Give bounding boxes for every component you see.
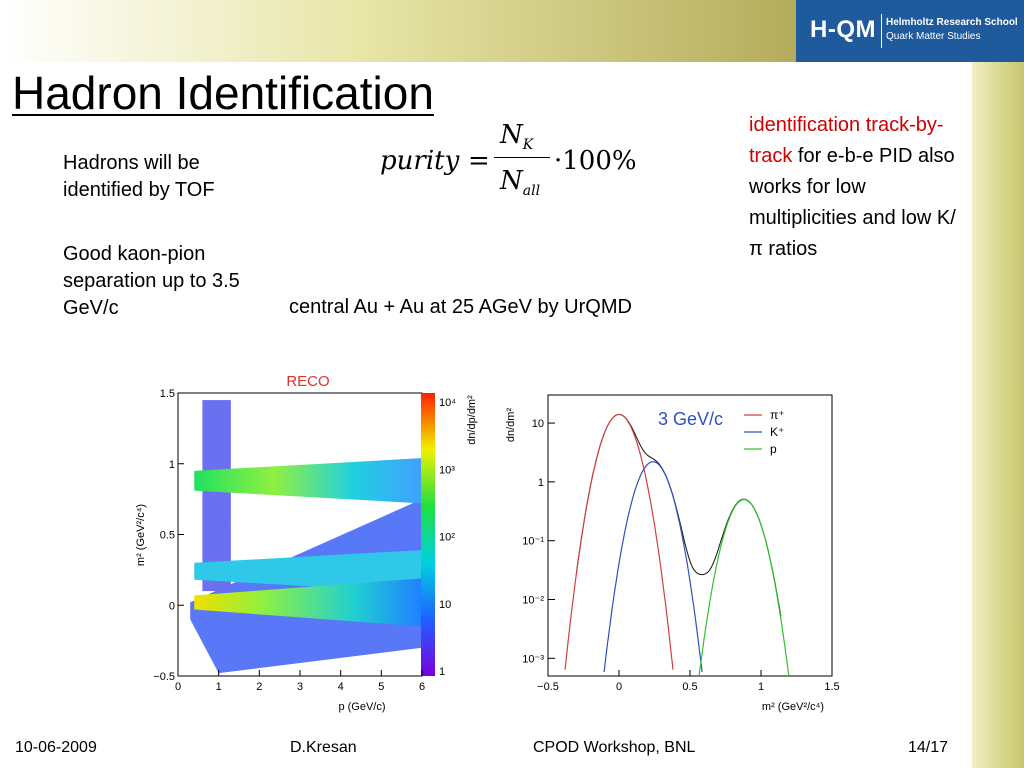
slide-title: Hadron Identification (12, 67, 434, 119)
right-paragraph: identification track-by-track for e-b-e … (749, 110, 964, 265)
fit-proton (698, 498, 790, 676)
legend-label: π⁺ (770, 408, 785, 422)
heatmap-xtick-label: 6 (419, 681, 425, 693)
fit-kaon (603, 461, 703, 673)
logo-line1: Helmholtz Research School (886, 17, 1018, 28)
heatmap-ylabel: m² (GeV²/c⁴) (135, 504, 147, 566)
colorbar-tick-label: 10⁴ (439, 397, 456, 409)
spectrum-ytick-label: 1 (538, 477, 544, 489)
num-sub: K (522, 137, 534, 154)
fit-pion (564, 413, 674, 670)
low-p-smear (202, 400, 231, 592)
footer-event: CPOD Workshop, BNL (533, 739, 696, 756)
heatmap-ytick-label: 1 (169, 459, 175, 471)
hqm-logo: H-QM Helmholtz Research School Quark Mat… (796, 0, 1024, 62)
right-rest: for e-b-e PID also works for low multipl… (749, 145, 956, 260)
heatmap-ytick-label: −0.5 (153, 671, 175, 683)
footer-author: D.Kresan (290, 739, 357, 756)
colorbar-tick-label: 10 (439, 599, 451, 611)
spectrum-xlabel: m² (GeV²/c⁴) (762, 701, 824, 713)
heatmap-body (190, 400, 422, 674)
spectrum-xtick-label: −0.5 (537, 681, 559, 693)
plot-subtitle: central Au + Au at 25 AGeV by UrQMD (289, 296, 632, 318)
spectrum-xtick-label: 0 (616, 681, 622, 693)
spectrum-axes: −0.5 0 0.5 1 1.5 10⁻³ 10⁻² 10⁻¹ 1 10 (522, 418, 839, 693)
heatmap-xtick-label: 3 (297, 681, 303, 693)
formula-numerator: NK (500, 120, 533, 153)
spectrum-ylabel: dn/dm² (505, 408, 517, 443)
formula-times: ·100% (554, 146, 637, 176)
heatmap-xtick-label: 1 (216, 681, 222, 693)
spectrum-ytick-label: 10 (532, 418, 544, 430)
fraction-bar (494, 157, 550, 158)
spectrum-ytick-label: 10⁻³ (522, 653, 544, 665)
colorbar-tick-label: 10² (439, 532, 455, 544)
colorbar-tick-label: 10³ (439, 464, 455, 476)
logo-main-text: H-QM (810, 16, 876, 43)
spectrum-frame (547, 394, 833, 677)
mass-spectrum-plot: −0.5 0 0.5 1 1.5 10⁻³ 10⁻² 10⁻¹ 1 10 3 GeV/c π⁺ K⁺… (505, 394, 840, 713)
formula-denominator: Nall (500, 166, 540, 199)
heatmap-title: RECO (286, 373, 329, 390)
spectrum-body (564, 413, 790, 676)
footer-page: 14/17 (908, 739, 949, 756)
heatmap-xtick-label: 0 (175, 681, 181, 693)
colorbar (421, 393, 435, 676)
heatmap-xtick-label: 5 (378, 681, 384, 693)
legend-label: p (770, 442, 777, 456)
spectrum-xtick-label: 1 (758, 681, 764, 693)
heatmap-xlabel: p (GeV/c) (338, 701, 385, 713)
spectrum-xtick-label: 0.5 (682, 681, 697, 693)
spectrum-title: 3 GeV/c (658, 409, 723, 429)
formula-equals: = (468, 146, 490, 176)
heatmap-xtick-label: 2 (256, 681, 262, 693)
heatmap-ytick-label: 0.5 (160, 530, 175, 542)
right-banner (972, 62, 1024, 768)
spectrum-ytick-label: 10⁻² (522, 594, 544, 606)
heatmap-ytick-label: 0 (169, 600, 175, 612)
heatmap-ytick-label: 1.5 (160, 388, 175, 400)
left-paragraph-1: Hadrons will be identified by TOF (63, 152, 215, 201)
num-main: N (500, 120, 523, 150)
purity-formula: purity = NK Nall ·100% (380, 120, 650, 210)
legend-label: K⁺ (770, 425, 784, 439)
spectrum-legend: π⁺ K⁺ p (744, 408, 785, 456)
spectrum-ytick-label: 10⁻¹ (522, 536, 544, 548)
den-sub: all (522, 183, 541, 200)
heatmap-xtick-label: 4 (338, 681, 344, 693)
left-paragraph-2: Good kaon-pion separation up to 3.5 GeV/… (63, 243, 240, 319)
kp-gap (230, 504, 296, 542)
formula-lhs: purity (380, 146, 460, 176)
den-main: N (500, 166, 523, 196)
population-wedge (190, 499, 422, 674)
logo-separator (881, 14, 882, 48)
logo-line2: Quark Matter Studies (886, 31, 981, 42)
colorbar-label: dn/dp/dm² (466, 395, 478, 445)
colorbar-tick-label: 1 (439, 666, 445, 678)
band-proton (194, 458, 422, 504)
band-kaon (194, 550, 422, 593)
band-pion (194, 578, 422, 627)
right-highlight: identification track-by-track (749, 114, 944, 167)
footer-date: 10-06-2009 (15, 739, 97, 756)
spectrum-xtick-label: 1.5 (824, 681, 839, 693)
